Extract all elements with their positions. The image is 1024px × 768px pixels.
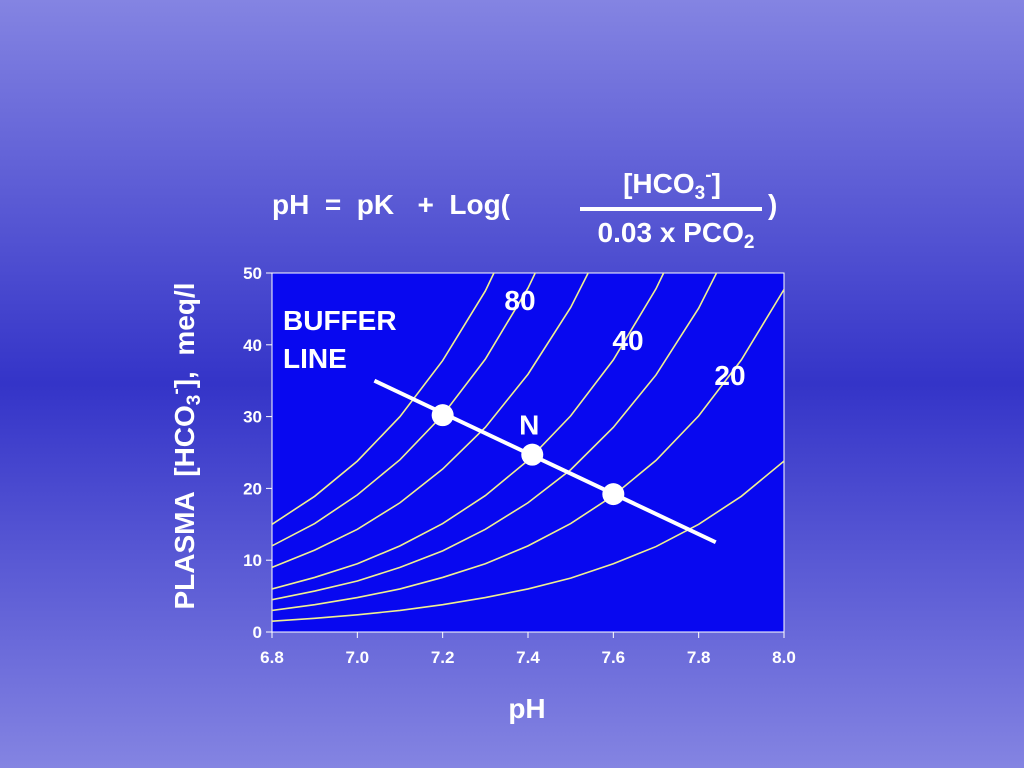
buffer-line-label: BUFFER LINE — [283, 305, 397, 374]
ylabel-part: PLASMA [HCO — [169, 405, 200, 609]
eq-sup: - — [705, 165, 711, 186]
isobar — [272, 289, 784, 612]
buffer-line — [373, 378, 717, 545]
eq-part: [HCO — [623, 168, 695, 199]
isobar — [272, 273, 537, 547]
eq-part: ] — [712, 168, 721, 199]
equation-denominator: 0.03 x PCO2 — [598, 217, 755, 253]
equation-numerator: [HCO3-] — [623, 165, 721, 204]
eq-part: 0.03 x PCO — [598, 217, 744, 248]
isobar — [272, 273, 495, 525]
x-tick-label: 7.8 — [687, 648, 711, 667]
y-axis-label: PLASMA [HCO3-], meq/l — [166, 283, 205, 610]
y-tick-label: 50 — [243, 264, 262, 283]
y-tick-label: 10 — [243, 551, 262, 570]
isobar-label: 40 — [612, 325, 643, 356]
x-tick-label: 7.6 — [602, 648, 626, 667]
x-tick-label: 7.2 — [431, 648, 455, 667]
point — [521, 443, 544, 466]
y-tick-label: 20 — [243, 479, 262, 498]
y-tick-label: 30 — [243, 408, 262, 427]
isobar — [272, 273, 665, 590]
equation: pH = pK + Log( [HCO3-] 0.03 x PCO2 ) — [272, 165, 777, 253]
y-tick-label: 40 — [243, 336, 262, 355]
eq-sub: 2 — [744, 232, 755, 253]
x-axis-label: pH — [508, 693, 545, 724]
x-tick-label: 6.8 — [260, 648, 284, 667]
ylabel-sub: 3 — [184, 395, 205, 406]
y-tick-label: 0 — [253, 623, 262, 642]
x-tick-label: 7.0 — [346, 648, 370, 667]
isobar — [272, 273, 718, 601]
ylabel-sup: - — [166, 388, 187, 394]
isobar-label: 20 — [714, 360, 745, 391]
isobar-label: 80 — [504, 285, 535, 316]
x-tick-label: 7.4 — [516, 648, 540, 667]
isobar — [272, 273, 590, 569]
plot-content — [272, 273, 784, 623]
point — [431, 404, 454, 427]
ylabel-part: ], meq/l — [169, 283, 200, 389]
normal-point-label: N — [519, 410, 539, 441]
point — [602, 483, 625, 506]
isobar — [272, 460, 784, 623]
equation-right: ) — [768, 189, 777, 220]
eq-sub: 3 — [695, 183, 706, 204]
equation-left: pH = pK + Log( — [272, 189, 511, 220]
x-tick-label: 8.0 — [772, 648, 796, 667]
